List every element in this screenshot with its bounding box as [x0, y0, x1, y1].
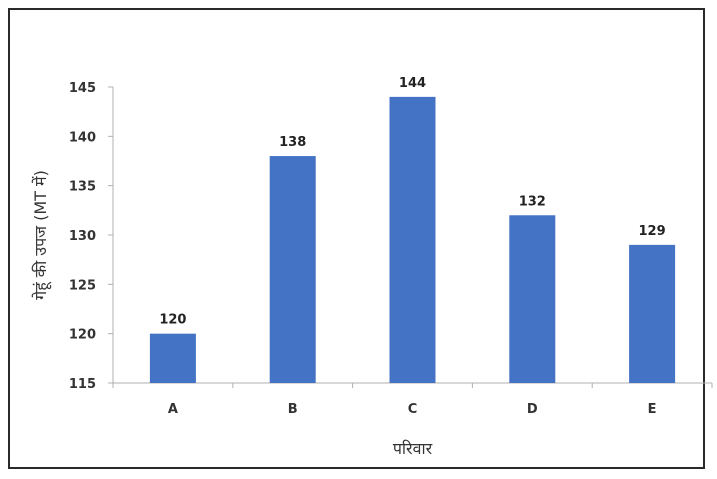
bar-E [629, 244, 676, 383]
bars [149, 96, 676, 383]
y-tick-label: 125 [69, 278, 96, 293]
category-label-B: B [288, 402, 298, 417]
labels: 120 A 138 B 144 C 132 D 129 E [159, 76, 665, 417]
y-axis-title: गेहूं की उपज (MT में) [31, 170, 52, 300]
y-tick-label: 130 [69, 229, 96, 244]
y-tick-label: 140 [69, 130, 96, 145]
bar-D [509, 215, 556, 383]
x-axis-title: परिवार [393, 439, 433, 458]
category-label-E: E [648, 402, 657, 417]
category-label-D: D [527, 402, 538, 417]
data-label-B: 138 [279, 135, 306, 150]
data-label-E: 129 [639, 224, 666, 239]
category-label-C: C [408, 402, 418, 417]
data-label-D: 132 [519, 194, 546, 209]
y-tick-label: 120 [69, 328, 96, 343]
bar-C [389, 96, 436, 383]
axes: 115 120 125 130 135 140 145 [69, 81, 713, 392]
y-tick-label: 145 [69, 81, 96, 96]
y-tick-label: 115 [69, 377, 96, 392]
data-label-A: 120 [159, 313, 186, 328]
category-label-A: A [168, 402, 178, 417]
bar-B [269, 156, 316, 383]
bar-A [149, 333, 196, 383]
data-label-C: 144 [399, 76, 426, 91]
y-tick-label: 135 [69, 180, 96, 195]
chart-frame [8, 8, 705, 469]
